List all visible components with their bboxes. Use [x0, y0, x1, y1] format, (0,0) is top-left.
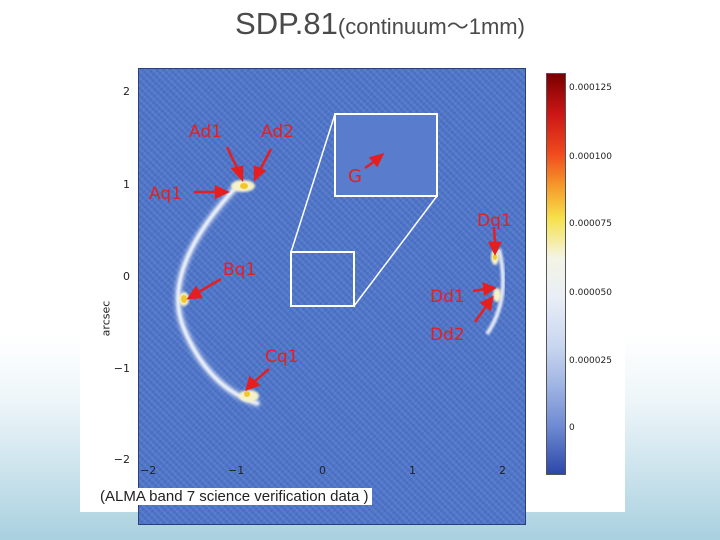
- arrow-ad2: [258, 148, 273, 171]
- arrowhead: [368, 153, 385, 168]
- label-dd2: Dd2: [430, 325, 465, 345]
- x-tick: 0: [319, 464, 326, 477]
- arrowhead: [245, 375, 261, 391]
- label-ad2: Ad2: [261, 122, 294, 142]
- title-main: SDP.81: [235, 6, 338, 41]
- label-bq1: Bq1: [223, 260, 256, 280]
- zoom-line: [353, 195, 438, 307]
- arrowhead: [230, 165, 244, 183]
- figure-caption: (ALMA band 7 science verification data ): [100, 488, 373, 505]
- colorbar-tick: 0.000075: [569, 219, 612, 229]
- arc-d: [485, 248, 505, 336]
- colorbar-tick: 0.000050: [569, 288, 612, 298]
- arrow-ad1: [225, 146, 240, 171]
- label-dd1: Dd1: [430, 287, 465, 307]
- zoom-region-box: [290, 251, 355, 307]
- y-axis-label: arcsec: [99, 300, 113, 337]
- arc-a-glow: [175, 181, 260, 407]
- arrow-dq1: [492, 226, 497, 245]
- arrowhead: [253, 165, 267, 182]
- continuum-map: Ad1 Ad2 Aq1 Bq1 Cq1 Dq1 Dd1 Dd2 G: [138, 68, 526, 525]
- y-tick: 0: [123, 270, 130, 283]
- arrowhead: [479, 295, 494, 312]
- arrowhead: [482, 282, 497, 297]
- label-aq1: Aq1: [149, 184, 182, 204]
- title-subtitle: (continuum〜1mm): [337, 14, 525, 39]
- label-ad1: Ad1: [189, 122, 222, 142]
- arrow-cq1: [253, 368, 270, 383]
- x-tick: −1: [228, 464, 245, 477]
- colorbar-tick: 0.000100: [569, 152, 612, 162]
- x-tick: 1: [409, 464, 416, 477]
- arrow-bq1: [196, 277, 222, 295]
- arrowhead: [487, 241, 503, 256]
- arrowhead: [214, 185, 231, 199]
- x-tick: 2: [499, 464, 506, 477]
- label-g: G: [348, 166, 362, 187]
- arrow-dd2: [473, 304, 489, 323]
- knot-bq-core: [181, 295, 187, 303]
- label-dq1: Dq1: [477, 211, 512, 231]
- zoom-inset-box: [334, 113, 438, 197]
- arrow-dd1: [472, 287, 486, 293]
- y-tick: −1: [113, 362, 130, 375]
- zoom-line: [290, 113, 336, 253]
- knot-dd: [493, 288, 501, 302]
- y-tick: −2: [113, 453, 130, 466]
- label-cq1: Cq1: [265, 347, 298, 367]
- alma-continuum-figure: arcsec 2 1 0 −1 −2: [80, 60, 625, 525]
- arrowhead: [186, 285, 204, 300]
- colorbar-tick: 0.000125: [569, 83, 612, 93]
- colorbar-tick: 0.000025: [569, 356, 612, 366]
- x-tick: −2: [140, 464, 157, 477]
- colorbar-tick: 0: [569, 423, 575, 433]
- y-tick: 1: [123, 178, 130, 191]
- slide-title: SDP.81(continuum〜1mm): [0, 6, 720, 42]
- map-overlay: Ad1 Ad2 Aq1 Bq1 Cq1 Dq1 Dd1 Dd2 G: [149, 113, 512, 407]
- knot-dq-core: [493, 254, 497, 260]
- arc-a: [176, 183, 260, 406]
- y-tick: 2: [123, 85, 130, 98]
- colorbar: [546, 73, 566, 475]
- knot-ad-core: [240, 183, 248, 189]
- knot-cq-core: [244, 391, 250, 397]
